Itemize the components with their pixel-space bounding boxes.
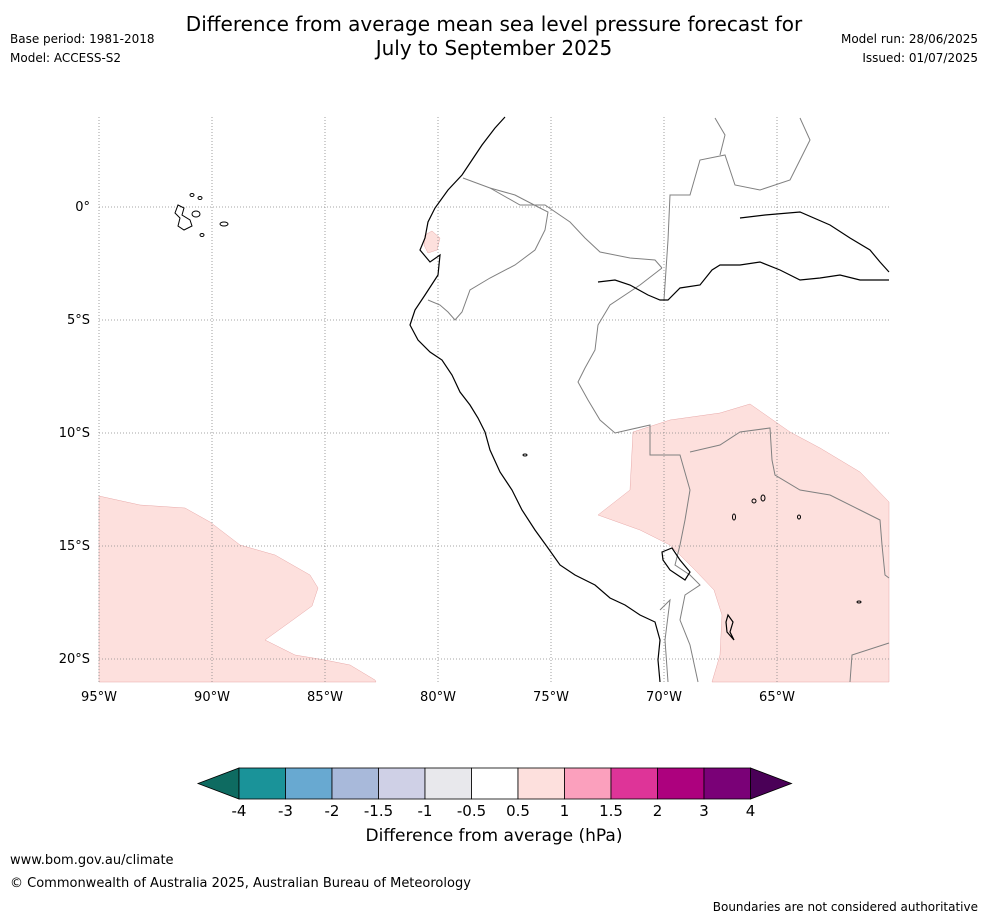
lake-3 xyxy=(732,513,736,521)
inland-lakes xyxy=(522,453,862,604)
colorbar-swatch xyxy=(610,767,658,800)
galapagos-south xyxy=(199,233,205,237)
colorbar-tick-label: 0.5 xyxy=(506,802,530,820)
colorbar-swatch xyxy=(378,767,426,800)
boundary-disclaimer: Boundaries are not considered authoritat… xyxy=(712,900,978,914)
issued-date: Issued: 01/07/2025 xyxy=(862,51,978,65)
lat-label-10s: 10°S xyxy=(59,426,90,441)
border-paraguay xyxy=(849,642,890,683)
title-line-1: Difference from average mean sea level p… xyxy=(185,12,803,36)
lake-6 xyxy=(522,453,528,457)
base-period: Base period: 1981-2018 xyxy=(10,32,155,46)
border-bolivia-brazil xyxy=(689,427,890,579)
galapagos-isabela xyxy=(174,204,193,231)
lon-label-90w: 90°W xyxy=(194,690,230,705)
lon-label-70w: 70°W xyxy=(646,690,682,705)
lake-4 xyxy=(797,514,801,520)
anomaly-shading xyxy=(98,230,890,683)
lat-label-15s: 15°S xyxy=(59,539,90,554)
coast-caribbean-venezuela xyxy=(597,261,889,301)
lake-2 xyxy=(760,494,766,502)
colorbar-swatch xyxy=(471,767,519,800)
colorbar-tick-label: -4 xyxy=(232,802,247,820)
border-chile-argentina xyxy=(659,598,671,683)
colorbar-tick-label: 1 xyxy=(560,802,570,820)
model-name: Model: ACCESS-S2 xyxy=(10,51,122,65)
copyright-notice: © Commonwealth of Australia 2025, Austra… xyxy=(10,876,471,891)
lon-label-80w: 80°W xyxy=(420,690,456,705)
colorbar-swatch xyxy=(517,767,565,800)
lat-label-20s: 20°S xyxy=(59,652,90,667)
colorbar-tick-label: 1.5 xyxy=(599,802,623,820)
colorbar-tick-label: -0.5 xyxy=(457,802,486,820)
colorbar-swatch xyxy=(657,767,705,800)
chart-title: Difference from average mean sea level p… xyxy=(0,12,988,60)
galapagos-islands xyxy=(174,193,229,237)
site-url[interactable]: www.bom.gov.au/climate xyxy=(10,853,174,868)
lake-1 xyxy=(751,498,757,504)
colorbar-swatch xyxy=(238,767,286,800)
anomaly-region-ecuador xyxy=(423,230,441,254)
colorbar-tick-label: -1 xyxy=(418,802,433,820)
lat-label-0: 0° xyxy=(75,200,90,215)
coast-pacific-south-america xyxy=(409,116,661,683)
anomaly-region-andes-bolivia xyxy=(597,403,890,683)
galapagos-santa-cruz xyxy=(191,210,201,218)
border-brazil-venezuela xyxy=(663,117,811,301)
border-guyana xyxy=(714,117,726,156)
gridlines xyxy=(98,117,889,682)
model-run: Model run: 28/06/2025 xyxy=(840,32,978,46)
galapagos-san-cristobal xyxy=(219,221,229,227)
longitude-labels: 95°W 90°W 85°W 80°W 75°W 70°W 65°W xyxy=(81,690,795,705)
colorbar: -4 -3 -2 -1.5 -1 -0.5 0.5 1 1.5 2 3 4 xyxy=(196,767,793,820)
country-borders xyxy=(427,117,890,683)
lat-label-5s: 5°S xyxy=(67,313,90,328)
colorbar-tick-label: -1.5 xyxy=(364,802,393,820)
colorbar-extend-low xyxy=(196,767,240,800)
galapagos-north xyxy=(197,196,203,200)
anomaly-region-pacific xyxy=(98,495,377,683)
border-colombia-ecuador xyxy=(427,177,549,321)
colorbar-swatch xyxy=(703,767,751,800)
coast-lake-poopo xyxy=(725,613,735,641)
colorbar-swatch xyxy=(564,767,612,800)
border-peru-brazil xyxy=(577,267,691,546)
lon-label-75w: 75°W xyxy=(533,690,569,705)
colorbar-swatch xyxy=(331,767,379,800)
colorbar-tick-label: -3 xyxy=(278,802,293,820)
colorbar-tick-label: 4 xyxy=(746,802,756,820)
latitude-labels: 0° 5°S 10°S 15°S 20°S xyxy=(59,200,90,667)
lon-label-65w: 65°W xyxy=(759,690,795,705)
coastlines xyxy=(409,116,890,683)
colorbar-swatch xyxy=(285,767,333,800)
title-line-2: July to September 2025 xyxy=(375,36,613,60)
colorbar-extend-high xyxy=(750,767,793,800)
colorbar-tick-label: 2 xyxy=(653,802,663,820)
lake-5 xyxy=(856,600,862,604)
colorbar-swatch xyxy=(424,767,472,800)
border-peru-bolivia xyxy=(674,544,701,683)
coast-guyana-shore xyxy=(739,211,890,273)
colorbar-title: Difference from average (hPa) xyxy=(365,826,623,846)
lon-label-95w: 95°W xyxy=(81,690,117,705)
border-colombia-venezuela xyxy=(489,187,663,269)
coast-lake-titicaca xyxy=(661,547,691,581)
colorbar-tick-label: -2 xyxy=(325,802,340,820)
lon-label-85w: 85°W xyxy=(307,690,343,705)
galapagos-marchena xyxy=(189,193,195,197)
colorbar-tick-label: 3 xyxy=(699,802,709,820)
